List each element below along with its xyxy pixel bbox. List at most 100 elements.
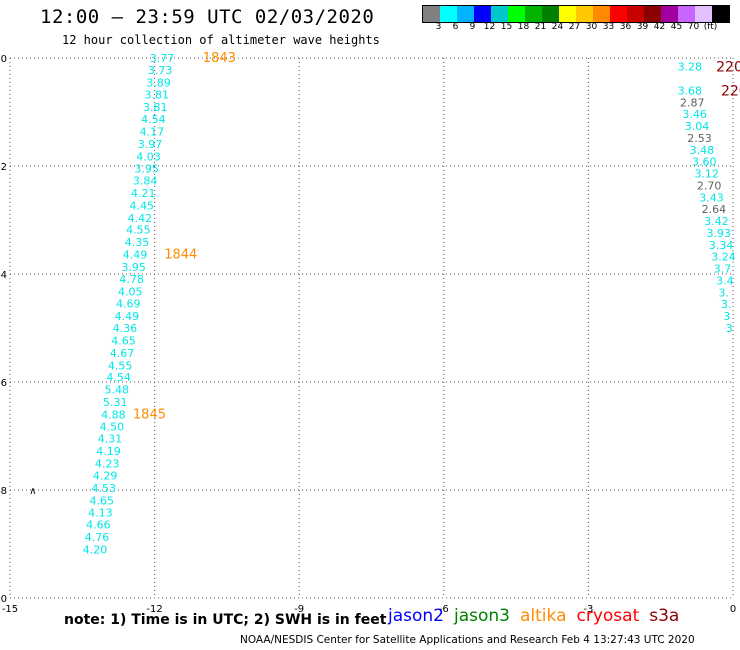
swh-value: 4.13 bbox=[88, 507, 113, 520]
chart-title: 12:00 – 23:59 UTC 02/03/2020 bbox=[40, 6, 375, 28]
time-label: 1843 bbox=[203, 51, 236, 66]
swh-value: 4.65 bbox=[111, 334, 136, 347]
swh-value-right: 3.24 bbox=[711, 251, 736, 264]
y-tick-label: -6 bbox=[0, 378, 7, 389]
legend-label: 36 bbox=[619, 22, 632, 32]
swh-value: 4.05 bbox=[118, 285, 143, 298]
swh-value: 3.89 bbox=[146, 76, 171, 89]
credit-line: NOAA/NESDIS Center for Satellite Applica… bbox=[240, 634, 695, 646]
swh-value-right: 2.70 bbox=[697, 179, 722, 192]
swh-value-right: 3.68 bbox=[678, 84, 703, 97]
swh-value: 4.88 bbox=[101, 408, 126, 421]
x-tick-label: -3 bbox=[583, 604, 593, 615]
x-tick-label: -12 bbox=[146, 604, 162, 615]
legend-swatch bbox=[508, 6, 525, 22]
swh-value-right: 3.04 bbox=[685, 120, 710, 133]
swh-value: 5.31 bbox=[103, 396, 128, 409]
swh-value: 4.17 bbox=[140, 125, 165, 138]
footnote: note: 1) Time is in UTC; 2) SWH is in fe… bbox=[64, 612, 387, 628]
swh-value-right: 3. bbox=[719, 286, 730, 299]
swh-value: 4.03 bbox=[136, 150, 161, 163]
x-tick-label: -15 bbox=[2, 604, 18, 615]
swh-value: 3.84 bbox=[133, 175, 158, 188]
swh-value: 4.54 bbox=[141, 113, 166, 126]
swh-value-right: 3.43 bbox=[699, 191, 724, 204]
swh-value: 4.35 bbox=[125, 236, 150, 249]
legend-swatch bbox=[593, 6, 610, 22]
swh-value: 4.36 bbox=[113, 322, 138, 335]
swh-value: 4.55 bbox=[108, 359, 133, 372]
swh-value: 4.23 bbox=[95, 458, 120, 471]
swh-value: 4.20 bbox=[83, 543, 108, 556]
swh-value-right: 3.7 bbox=[714, 263, 732, 276]
swh-value: 4.78 bbox=[119, 273, 144, 286]
swh-value: 4.65 bbox=[90, 494, 115, 507]
legend-label: 3 bbox=[435, 22, 442, 32]
legend-swatch bbox=[474, 6, 491, 22]
legend-label: 42 bbox=[653, 22, 666, 32]
swh-value: 4.29 bbox=[93, 469, 118, 482]
y-tick-label: -8 bbox=[0, 486, 7, 497]
legend-label: 45 bbox=[670, 22, 683, 32]
time-label: 1845 bbox=[133, 407, 166, 422]
legend-label: 12 bbox=[483, 22, 496, 32]
swh-value-right: 2.64 bbox=[702, 203, 727, 216]
legend-label: 24 bbox=[551, 22, 564, 32]
legend-label: 70 bbox=[687, 22, 700, 32]
legend-label: 15 bbox=[500, 22, 513, 32]
satellite-jason3: jason3 bbox=[454, 606, 510, 626]
marker: ∧ bbox=[29, 486, 36, 497]
legend-swatch bbox=[661, 6, 678, 22]
legend-label: 18 bbox=[517, 22, 530, 32]
y-tick-label: -4 bbox=[0, 270, 7, 281]
swh-value-right: 3.93 bbox=[706, 227, 731, 240]
legend-swatch bbox=[423, 6, 440, 22]
swh-value: 4.69 bbox=[116, 298, 141, 311]
swh-value-right: 3. bbox=[721, 298, 732, 311]
legend-swatch bbox=[678, 6, 695, 22]
legend-swatch bbox=[440, 6, 457, 22]
swh-value: 4.49 bbox=[115, 310, 139, 323]
legend-label: 6 bbox=[452, 22, 459, 32]
color-legend bbox=[422, 5, 730, 23]
swh-value: 3.95 bbox=[134, 163, 159, 176]
swh-value-right: 3.42 bbox=[704, 215, 729, 228]
swh-value: 3.81 bbox=[143, 101, 168, 114]
chart-subtitle: 12 hour collection of altimeter wave hei… bbox=[62, 33, 380, 47]
swh-value-right: 3.4 bbox=[716, 274, 734, 287]
legend-label: 27 bbox=[568, 22, 581, 32]
swh-value-right: 3.34 bbox=[709, 239, 734, 252]
legend-label: (ft) bbox=[703, 22, 718, 32]
swh-value-right: 2.87 bbox=[680, 96, 705, 109]
swh-value: 4.49 bbox=[123, 249, 147, 262]
legend-label: 30 bbox=[585, 22, 598, 32]
time-label-right: 220 bbox=[716, 60, 740, 76]
swh-value: 3.77 bbox=[150, 52, 175, 65]
satellite-legend: jason2 jason3 altika cryosat s3a bbox=[388, 606, 679, 626]
swh-value: 4.53 bbox=[91, 482, 116, 495]
swh-value: 4.21 bbox=[131, 187, 156, 200]
satellite-s3a: s3a bbox=[649, 606, 680, 626]
swh-value: 3.81 bbox=[144, 89, 169, 102]
satellite-jason2: jason2 bbox=[388, 606, 444, 626]
legend-label: 9 bbox=[469, 22, 476, 32]
swh-value: 4.54 bbox=[106, 371, 130, 384]
y-tick-label: -2 bbox=[0, 162, 7, 173]
swh-value-right: 3 bbox=[726, 322, 733, 335]
swh-value: 4.45 bbox=[130, 199, 155, 212]
legend-swatch bbox=[491, 6, 508, 22]
swh-value-right: 3 bbox=[723, 310, 730, 323]
legend-swatch bbox=[542, 6, 559, 22]
x-tick-label: -6 bbox=[439, 604, 449, 615]
legend-swatch bbox=[525, 6, 542, 22]
swh-value: 5.48 bbox=[104, 384, 129, 397]
swh-value-right: 2.53 bbox=[687, 132, 712, 145]
swh-value: 4.66 bbox=[86, 519, 111, 532]
swh-value-right: 3.60 bbox=[692, 156, 717, 169]
legend-swatch bbox=[627, 6, 644, 22]
swh-value: 4.31 bbox=[98, 433, 123, 446]
time-label: 1844 bbox=[164, 248, 197, 263]
swh-value: 4.55 bbox=[126, 224, 151, 237]
time-label-right: 220 bbox=[721, 83, 740, 99]
swh-value-right: 3.48 bbox=[690, 144, 715, 157]
